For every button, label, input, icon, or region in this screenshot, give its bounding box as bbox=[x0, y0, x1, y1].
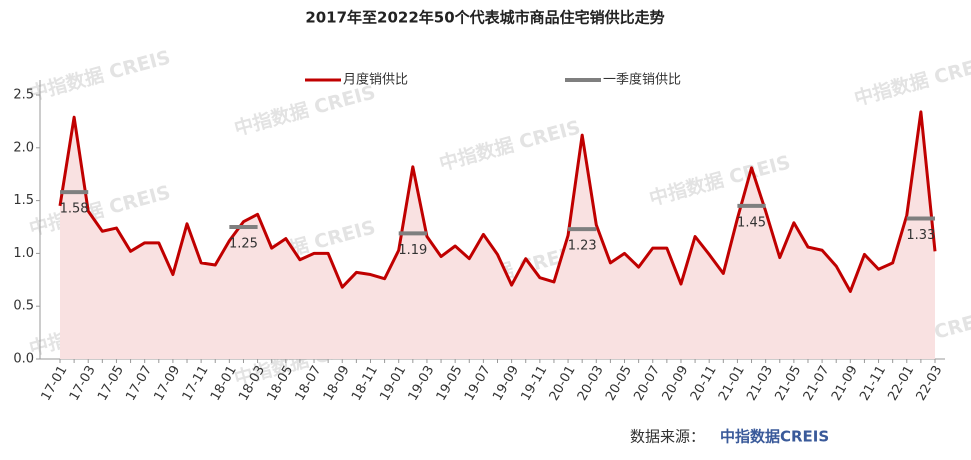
watermark: 中指数据 CREIS bbox=[647, 150, 793, 210]
data-label: 1.33 bbox=[906, 228, 935, 243]
y-tick-label: 2.0 bbox=[13, 140, 34, 155]
data-label: 1.58 bbox=[60, 202, 89, 217]
x-tick-label: 22-01 bbox=[885, 363, 917, 403]
x-tick-label: 20-11 bbox=[688, 363, 720, 403]
x-tick-label: 20-07 bbox=[631, 363, 663, 403]
x-tick-label: 17-07 bbox=[123, 363, 155, 403]
y-tick-label: 1.0 bbox=[13, 246, 34, 261]
data-label: 1.19 bbox=[398, 243, 427, 258]
x-tick-label: 17-11 bbox=[180, 363, 212, 403]
data-label: 1.45 bbox=[737, 215, 766, 230]
x-tick-label: 18-11 bbox=[349, 363, 381, 403]
area bbox=[60, 111, 935, 360]
x-tick-label: 21-01 bbox=[716, 363, 748, 403]
data-label: 1.25 bbox=[229, 237, 258, 252]
watermark: 中指数据 CREIS bbox=[232, 80, 378, 140]
y-tick-label: 0.5 bbox=[13, 299, 34, 314]
x-tick-label: 22-03 bbox=[914, 363, 946, 403]
x-tick-label: 17-01 bbox=[39, 363, 71, 403]
watermark: 中指数据 CREIS bbox=[437, 115, 583, 175]
x-tick-label: 20-01 bbox=[547, 363, 579, 403]
data-label: 1.23 bbox=[568, 239, 597, 254]
x-tick-label: 19-03 bbox=[406, 363, 438, 403]
x-tick-label: 20-03 bbox=[575, 363, 607, 403]
x-tick-label: 19-05 bbox=[434, 363, 466, 403]
x-tick-label: 17-05 bbox=[95, 363, 127, 403]
x-tick-label: 21-03 bbox=[744, 363, 776, 403]
x-tick-label: 21-05 bbox=[772, 363, 804, 403]
legend-label: 一季度销供比 bbox=[603, 72, 681, 88]
x-tick-label: 19-11 bbox=[518, 363, 550, 403]
y-tick-label: 2.5 bbox=[13, 88, 34, 103]
source-label: 数据来源： bbox=[630, 428, 705, 446]
x-tick-label: 18-09 bbox=[321, 363, 353, 403]
line bbox=[58, 110, 937, 293]
chart-title: 2017年至2022年50个代表城市商品住宅销供比走势 bbox=[305, 9, 664, 27]
x-tick-label: 19-09 bbox=[490, 363, 522, 403]
x-tick-label: 21-11 bbox=[857, 363, 889, 403]
legend-label: 月度销供比 bbox=[343, 72, 408, 88]
watermark: 中指数据 CREIS bbox=[27, 45, 173, 105]
x-tick-label: 21-09 bbox=[829, 363, 861, 403]
x-tick-label: 20-05 bbox=[603, 363, 635, 403]
x-tick-label: 19-01 bbox=[377, 363, 409, 403]
watermark: 中指数据 CREIS bbox=[852, 50, 971, 110]
x-tick-label: 17-03 bbox=[67, 363, 99, 403]
x-tick-label: 19-07 bbox=[462, 363, 494, 403]
x-tick-label: 20-09 bbox=[660, 363, 692, 403]
x-tick-label: 17-09 bbox=[152, 363, 184, 403]
y-tick-label: 0.0 bbox=[13, 352, 34, 367]
source-name: 中指数据CREIS bbox=[720, 428, 829, 446]
y-tick-label: 1.5 bbox=[13, 193, 34, 208]
x-tick-label: 21-07 bbox=[801, 363, 833, 403]
